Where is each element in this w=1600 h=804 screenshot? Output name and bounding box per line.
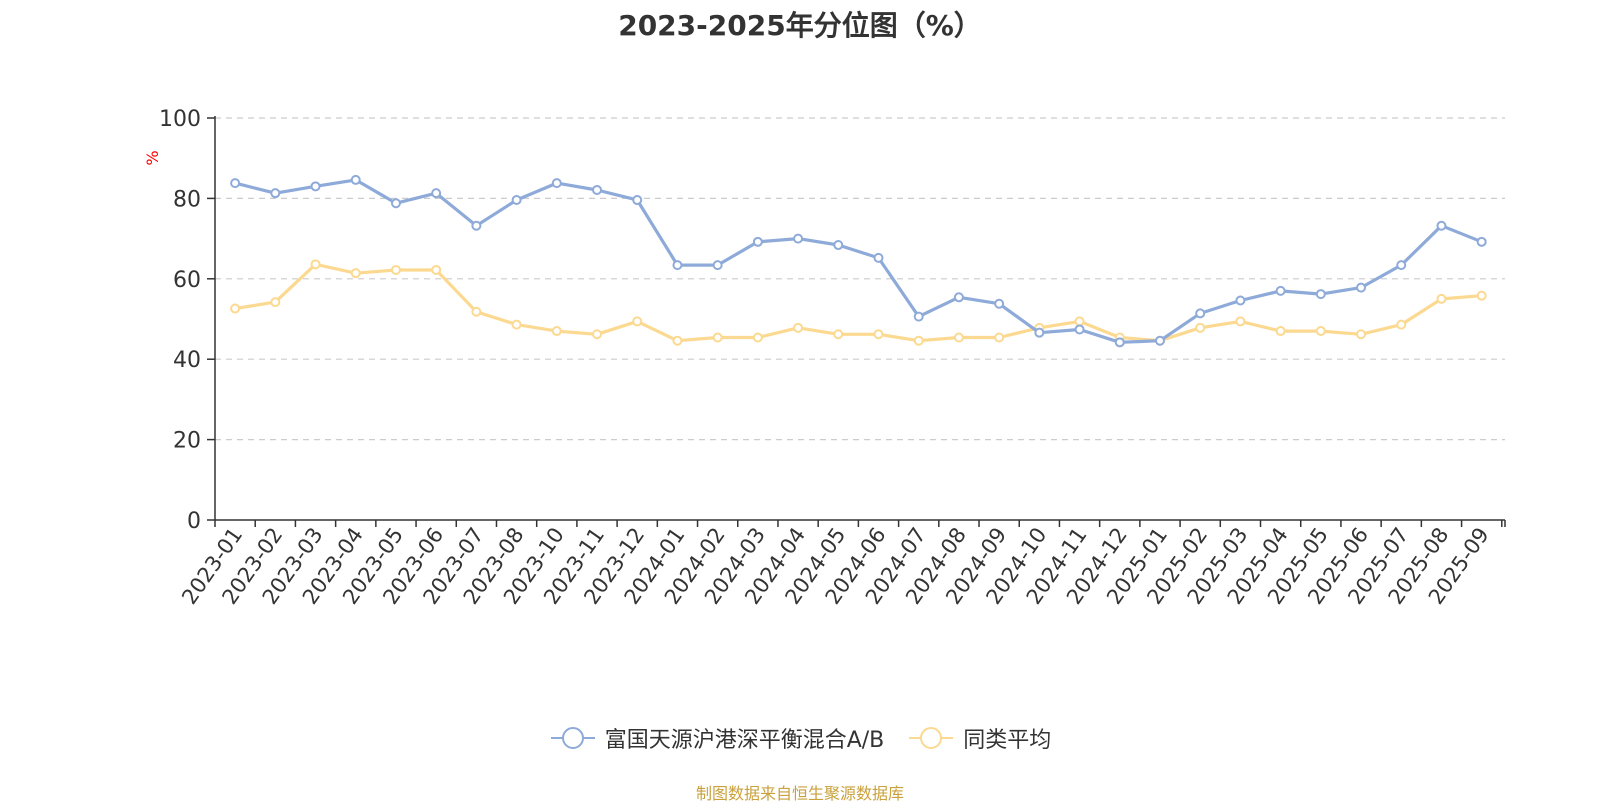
legend-marker-fund-icon: [550, 727, 595, 749]
data-point: [592, 184, 603, 195]
data-point: [913, 335, 924, 346]
data-point: [270, 188, 281, 199]
y-tick-label: 40: [173, 348, 201, 373]
data-point: [712, 332, 723, 343]
data-point: [752, 236, 763, 247]
data-point: [1074, 324, 1085, 335]
data-point: [390, 198, 401, 209]
y-tick-label: 80: [173, 187, 201, 212]
grid-lines: [215, 117, 1505, 441]
data-point: [592, 329, 603, 340]
data-point: [471, 220, 482, 231]
data-point: [1356, 282, 1367, 293]
data-point: [873, 252, 884, 263]
data-point: [551, 326, 562, 337]
data-point: [390, 264, 401, 275]
legend-label-peer: 同类平均: [963, 728, 1052, 753]
data-point: [672, 260, 683, 271]
data-point: [1235, 316, 1246, 327]
source-note: 制图数据来自恒生聚源数据库: [695, 784, 904, 803]
data-point: [1315, 289, 1326, 300]
data-point: [1476, 290, 1487, 301]
data-point: [230, 303, 241, 314]
axes: [207, 116, 1506, 527]
data-point: [1195, 308, 1206, 319]
data-point: [1396, 260, 1407, 271]
data-point: [551, 178, 562, 189]
legend-item-peer-average[interactable]: 同类平均: [907, 722, 1051, 754]
data-point: [431, 264, 442, 275]
data-point: [1476, 236, 1487, 247]
data-point: [310, 181, 321, 192]
chart-title: 2023-2025年分位图（%）: [618, 9, 982, 42]
data-point: [1114, 337, 1125, 348]
data-point: [350, 174, 361, 185]
y-tick-label: 20: [173, 429, 201, 454]
data-point: [350, 268, 361, 279]
data-point: [793, 322, 804, 333]
data-point: [1275, 285, 1286, 296]
y-tick-label: 100: [159, 107, 201, 132]
data-point: [1356, 329, 1367, 340]
data-point: [833, 240, 844, 251]
data-point: [833, 329, 844, 340]
legend-label-fund: 富国天源沪港深平衡混合A/B: [604, 728, 885, 753]
data-point: [431, 188, 442, 199]
data-point: [1034, 327, 1045, 338]
series-line: [234, 262, 1482, 343]
data-point: [310, 259, 321, 270]
data-point: [1074, 316, 1085, 327]
data-point: [672, 335, 683, 346]
data-point: [793, 233, 804, 244]
data-point: [1436, 220, 1447, 231]
y-axis-label: %: [143, 150, 162, 165]
data-point: [1235, 295, 1246, 306]
data-point: [953, 332, 964, 343]
y-tick-label: 60: [173, 268, 201, 293]
data-point: [953, 292, 964, 303]
data-point: [1275, 326, 1286, 337]
series-lines: [230, 174, 1487, 348]
legend-item-fund[interactable]: 富国天源沪港深平衡混合A/B: [549, 722, 885, 754]
data-point: [1436, 293, 1447, 304]
data-point: [511, 195, 522, 206]
data-point: [632, 195, 643, 206]
data-point: [632, 316, 643, 327]
series-line: [234, 178, 1483, 344]
data-point: [1154, 335, 1165, 346]
data-point: [994, 298, 1005, 309]
data-point: [913, 311, 924, 322]
data-point: [752, 332, 763, 343]
data-point: [1396, 319, 1407, 330]
data-point: [230, 178, 241, 189]
legend: 富国天源沪港深平衡混合A/B 同类平均: [0, 722, 1600, 757]
data-point: [471, 306, 482, 317]
data-point: [994, 332, 1005, 343]
y-tick-label: 0: [187, 509, 201, 534]
data-point: [270, 297, 281, 308]
data-point: [1195, 322, 1206, 333]
legend-marker-peer-icon: [909, 727, 954, 749]
data-point: [1315, 326, 1326, 337]
data-point: [511, 319, 522, 330]
data-point: [712, 260, 723, 271]
data-point: [873, 329, 884, 340]
